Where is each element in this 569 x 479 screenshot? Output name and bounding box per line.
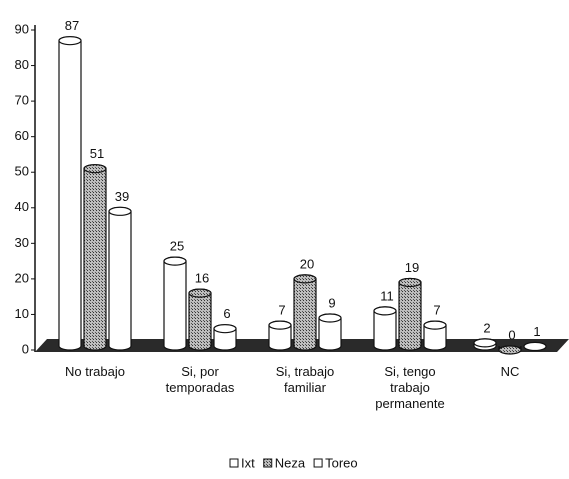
value-label: 9	[328, 295, 335, 310]
x-tick-label: NC	[500, 364, 520, 379]
cylinder-top	[523, 341, 547, 352]
cylinder	[188, 288, 212, 351]
cylinder-top	[373, 306, 397, 316]
cylinder-top	[423, 320, 447, 330]
y-tick-label: 20	[15, 270, 29, 285]
value-label: 7	[433, 303, 440, 318]
value-label: 19	[405, 260, 419, 275]
legend-swatch	[229, 458, 239, 468]
value-label: 11	[380, 288, 394, 303]
cylinder-top	[163, 256, 187, 266]
value-label: 39	[115, 189, 129, 204]
x-tick-label: No trabajo	[65, 364, 125, 379]
cylinder	[398, 277, 422, 351]
legend-label: Toreo	[325, 455, 358, 470]
y-tick-label: 80	[15, 57, 29, 72]
value-label: 20	[300, 256, 314, 271]
cylinder-top	[398, 277, 422, 288]
value-label: 87	[65, 18, 79, 33]
cylinder-top	[108, 206, 132, 216]
y-tick-label: 10	[15, 306, 29, 321]
cylinder	[58, 36, 82, 351]
cylinder-top	[83, 164, 107, 174]
cylinder-top	[473, 338, 497, 348]
cylinder-top	[188, 288, 212, 298]
y-tick-label: 30	[15, 235, 29, 250]
legend-swatch	[313, 458, 323, 468]
cylinder-top	[293, 274, 317, 284]
x-tick-label: Si, trabajo familiar	[275, 364, 335, 395]
legend-label: Neza	[275, 455, 306, 470]
cylinder	[163, 256, 187, 351]
y-tick-label: 40	[15, 199, 29, 214]
legend-label: Ixt	[241, 455, 255, 470]
value-label: 7	[278, 303, 285, 318]
value-label: 2	[483, 320, 490, 335]
cylinder	[83, 164, 107, 351]
value-label: 0	[508, 327, 515, 342]
value-label: 25	[170, 239, 184, 254]
y-tick-label: 70	[15, 93, 29, 108]
cylinder-top	[268, 320, 292, 330]
cylinder	[293, 274, 317, 351]
value-label: 6	[223, 306, 230, 321]
cylinder-top	[498, 345, 522, 355]
cylinder-top	[318, 313, 342, 323]
cylinder-top	[58, 36, 82, 46]
legend-swatch	[263, 458, 273, 468]
y-tick-label: 90	[15, 21, 29, 36]
value-label: 51	[90, 146, 104, 161]
x-tick-label: Si, tengo trabajo permanente	[375, 364, 445, 411]
y-tick-label: 0	[22, 341, 29, 356]
y-tick-label: 50	[15, 164, 29, 179]
y-tick-label: 60	[15, 128, 29, 143]
cylinder	[108, 206, 132, 351]
x-tick-label: Si, por temporadas	[165, 364, 235, 395]
value-label: 16	[195, 271, 209, 286]
cylinder-top	[213, 324, 237, 334]
value-label: 1	[533, 324, 540, 339]
